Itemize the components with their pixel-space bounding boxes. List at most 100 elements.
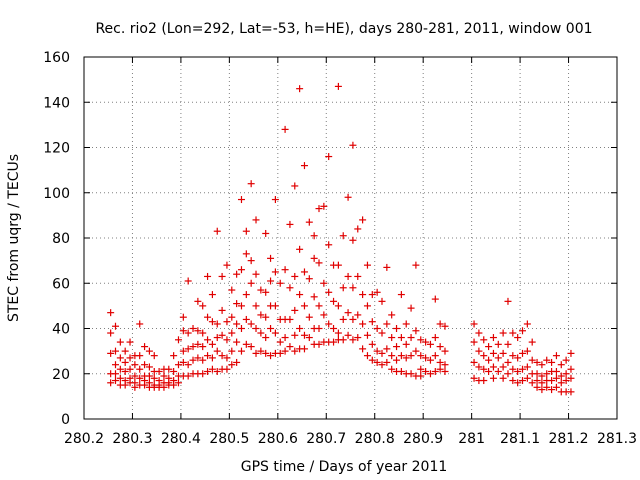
data-point — [426, 370, 434, 378]
data-point — [354, 272, 362, 280]
data-point — [247, 180, 255, 188]
y-tick-label: 100 — [43, 186, 70, 202]
data-point — [291, 272, 299, 280]
y-tick-label: 20 — [52, 367, 70, 383]
data-point — [334, 82, 342, 90]
data-point — [373, 325, 381, 332]
data-point — [160, 372, 168, 380]
data-point — [204, 367, 212, 375]
data-point — [422, 338, 430, 346]
x-tick-label: 280.5 — [209, 431, 249, 447]
data-point — [107, 349, 115, 357]
data-point — [557, 379, 565, 387]
data-point — [199, 343, 207, 351]
data-point — [116, 365, 124, 373]
data-point — [300, 331, 308, 339]
data-point — [397, 334, 405, 342]
data-point — [378, 297, 386, 305]
data-point — [320, 311, 328, 319]
data-point — [344, 193, 352, 201]
data-point — [310, 293, 318, 301]
data-point — [296, 245, 304, 253]
data-point — [528, 356, 536, 364]
data-point — [441, 347, 449, 355]
data-point — [150, 352, 158, 360]
data-point — [107, 309, 115, 317]
data-point — [325, 288, 333, 296]
data-point — [145, 372, 153, 380]
data-point — [543, 370, 551, 378]
data-point — [208, 365, 216, 373]
y-tick-label: 160 — [43, 50, 70, 66]
data-point — [426, 356, 434, 364]
data-point — [514, 367, 522, 375]
data-point — [514, 379, 522, 387]
data-point — [111, 377, 119, 385]
data-point — [218, 272, 226, 280]
data-point — [334, 261, 342, 269]
data-point — [388, 365, 396, 373]
data-point — [562, 377, 570, 385]
data-point — [548, 377, 556, 385]
data-point — [436, 320, 444, 328]
data-point — [383, 358, 391, 366]
data-point — [552, 383, 560, 391]
data-point — [247, 257, 255, 265]
data-point — [397, 367, 405, 375]
data-point — [489, 349, 497, 357]
data-point — [334, 329, 342, 337]
data-point — [194, 327, 202, 335]
data-point — [412, 261, 420, 269]
data-point — [252, 216, 260, 224]
data-point — [373, 358, 381, 366]
data-point — [393, 343, 401, 351]
data-point — [315, 325, 323, 332]
data-point — [291, 306, 299, 314]
data-point — [267, 254, 275, 262]
data-point — [310, 232, 318, 240]
data-point — [397, 291, 405, 299]
data-point — [436, 358, 444, 366]
data-point — [271, 196, 279, 204]
data-point — [354, 311, 362, 319]
data-point — [194, 297, 202, 305]
data-point — [199, 302, 207, 310]
data-point — [300, 162, 308, 170]
data-point — [494, 367, 502, 375]
data-point — [494, 340, 502, 348]
data-point — [315, 259, 323, 267]
data-point — [257, 286, 265, 294]
data-point — [567, 374, 575, 382]
data-point — [155, 367, 163, 375]
data-point — [499, 349, 507, 357]
data-point — [562, 356, 570, 364]
data-point — [213, 347, 221, 355]
y-tick-label: 120 — [43, 141, 70, 157]
data-point — [344, 331, 352, 339]
data-point — [363, 261, 371, 269]
data-point — [208, 340, 216, 348]
data-point — [489, 374, 497, 382]
data-point — [291, 331, 299, 339]
data-point — [368, 291, 376, 299]
data-point — [111, 322, 119, 330]
data-point — [509, 329, 517, 337]
data-point — [252, 302, 260, 310]
data-point — [475, 363, 483, 371]
data-point — [257, 329, 265, 337]
data-point — [383, 345, 391, 353]
data-point — [557, 372, 565, 380]
data-point — [489, 334, 497, 342]
data-point — [514, 354, 522, 362]
data-point — [267, 277, 275, 285]
data-point — [189, 325, 197, 332]
data-point — [305, 275, 313, 283]
data-point — [233, 358, 241, 366]
data-point — [276, 279, 284, 287]
data-point — [271, 302, 279, 310]
data-point — [562, 370, 570, 378]
data-point — [126, 338, 134, 346]
data-point — [499, 374, 507, 382]
data-point — [378, 349, 386, 357]
data-point — [378, 361, 386, 369]
